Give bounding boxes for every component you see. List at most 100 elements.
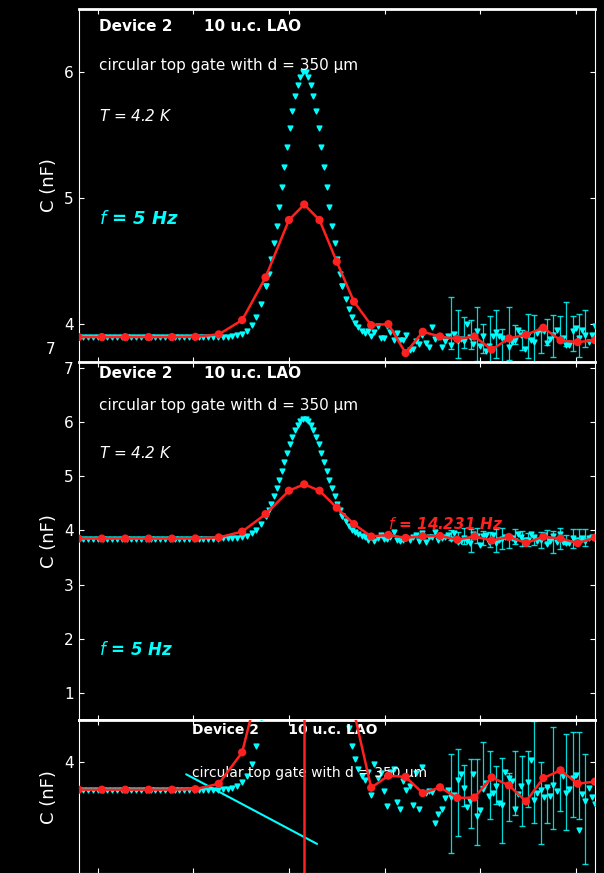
Point	[533, 326, 542, 340]
Point	[269, 490, 278, 504]
Point	[484, 340, 494, 354]
Point	[548, 327, 558, 341]
Point	[437, 802, 446, 816]
Point	[108, 330, 117, 344]
Point	[208, 532, 218, 546]
Point	[573, 335, 582, 349]
Point	[405, 533, 414, 547]
Point	[261, 671, 271, 685]
Point	[494, 329, 504, 343]
Point	[427, 320, 437, 333]
Point	[93, 330, 103, 344]
Point	[370, 325, 379, 339]
Point	[179, 532, 189, 546]
Point	[316, 446, 326, 460]
Point	[341, 292, 350, 306]
Point	[322, 452, 332, 466]
Point	[298, 201, 307, 215]
Point	[462, 533, 472, 547]
Point	[434, 533, 443, 546]
Point	[322, 464, 332, 478]
Point	[385, 530, 395, 544]
Point	[405, 343, 414, 357]
Point	[131, 532, 141, 546]
Point	[274, 200, 284, 214]
Point	[521, 794, 531, 808]
Point	[98, 783, 108, 797]
Point	[251, 523, 261, 537]
Point	[303, 210, 313, 223]
Point	[521, 536, 531, 550]
Point	[290, 89, 300, 103]
Point	[456, 766, 466, 780]
Point	[385, 765, 395, 779]
Point	[565, 339, 574, 353]
Point	[558, 332, 568, 346]
Point	[213, 330, 223, 344]
Point	[74, 783, 83, 797]
Point	[539, 771, 548, 785]
Point	[150, 330, 160, 344]
Point	[298, 65, 307, 79]
Point	[208, 330, 218, 344]
Point	[510, 534, 520, 548]
Point	[353, 527, 363, 541]
Point	[507, 774, 516, 788]
Point	[478, 782, 488, 796]
Point	[233, 328, 242, 342]
Point	[184, 330, 194, 344]
Point	[284, 484, 294, 498]
Point	[338, 509, 347, 523]
Point	[141, 783, 150, 797]
Point	[513, 323, 523, 337]
Point	[488, 527, 498, 541]
Point	[288, 285, 297, 299]
Point	[136, 532, 146, 546]
Text: $f$ = 14.231 Hz: $f$ = 14.231 Hz	[388, 516, 504, 533]
Point	[332, 255, 341, 269]
Point	[293, 78, 303, 92]
Point	[350, 526, 360, 540]
Point	[421, 336, 431, 350]
Point	[274, 473, 284, 487]
Point	[475, 538, 485, 552]
Point	[520, 342, 530, 356]
Point	[344, 302, 354, 316]
Point	[568, 325, 577, 339]
Point	[194, 532, 204, 546]
Point	[580, 327, 590, 341]
Point	[376, 766, 385, 780]
Point	[449, 526, 459, 540]
Point	[97, 783, 107, 797]
Point	[131, 330, 141, 344]
Point	[167, 783, 177, 797]
Point	[324, 200, 334, 214]
Point	[335, 503, 345, 517]
Point	[478, 529, 488, 543]
Point	[272, 218, 281, 232]
Point	[583, 531, 593, 545]
Point	[338, 671, 347, 685]
Point	[452, 534, 462, 548]
Text: $T$ = 4.2 K: $T$ = 4.2 K	[99, 444, 173, 461]
Text: $T$ = 4.2 K: $T$ = 4.2 K	[99, 107, 173, 124]
Point	[332, 617, 341, 631]
Point	[360, 530, 370, 544]
Point	[144, 783, 153, 797]
Point	[545, 534, 555, 548]
Point	[472, 809, 481, 823]
Point	[384, 317, 393, 331]
Point	[504, 340, 513, 354]
Point	[539, 324, 548, 338]
Point	[261, 279, 271, 293]
Point	[199, 783, 208, 797]
Point	[311, 285, 321, 299]
Point	[79, 783, 88, 797]
Point	[223, 532, 233, 546]
Point	[437, 340, 446, 354]
Point	[542, 780, 552, 794]
Point	[379, 332, 389, 346]
Point	[280, 408, 289, 422]
Point	[189, 532, 199, 546]
Point	[516, 530, 526, 544]
